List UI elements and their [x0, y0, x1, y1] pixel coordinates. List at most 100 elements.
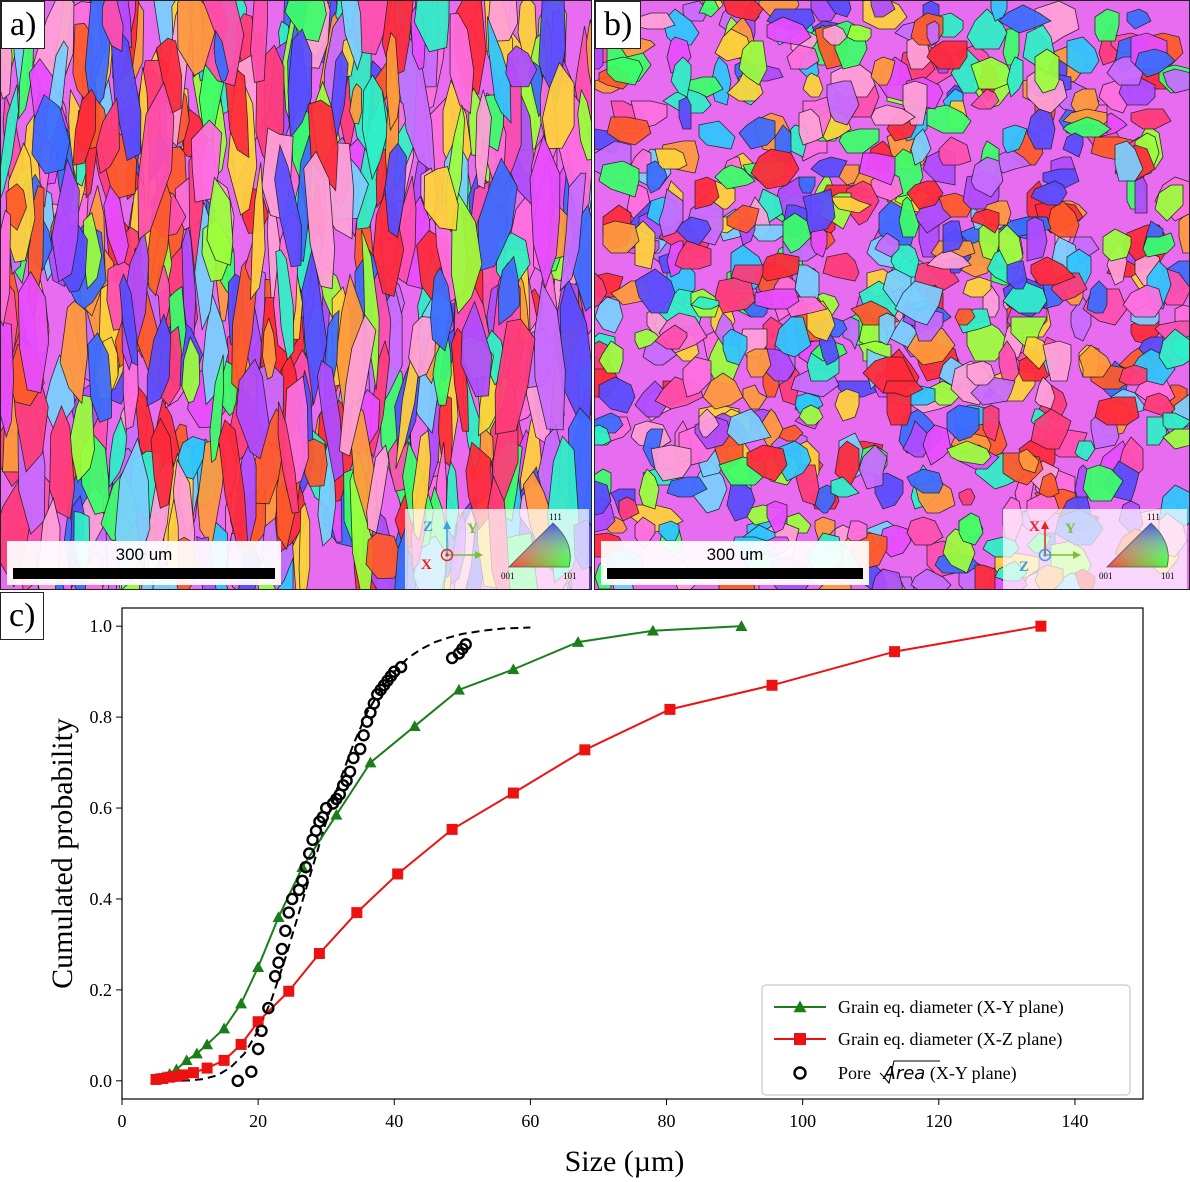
- grain: [878, 312, 896, 346]
- grain: [84, 1, 114, 115]
- data-point: [446, 823, 458, 835]
- grain: [262, 317, 277, 380]
- panel-c-label: c): [0, 592, 45, 640]
- ipf-111-label: 111: [549, 512, 562, 522]
- grain: [690, 296, 720, 310]
- x-tick-label: 140: [1061, 1111, 1088, 1131]
- grain: [1030, 256, 1076, 286]
- grain: [738, 40, 768, 86]
- grain: [598, 160, 640, 198]
- grain: [726, 480, 756, 522]
- grain: [385, 31, 401, 132]
- grain: [834, 388, 860, 422]
- axis-y-label: Y: [467, 521, 478, 537]
- grain: [798, 404, 824, 426]
- grain: [870, 56, 896, 86]
- grain: [150, 417, 174, 509]
- grain: [722, 328, 748, 366]
- data-point: [235, 997, 248, 1009]
- grain: [366, 444, 390, 534]
- grain: [802, 72, 824, 98]
- grain: [702, 372, 744, 410]
- grain: [1162, 68, 1189, 94]
- grain: [982, 404, 1000, 442]
- grain: [108, 416, 128, 489]
- grain: [602, 220, 640, 254]
- grain: [1102, 228, 1132, 262]
- grain: [778, 424, 804, 442]
- grain: [1038, 472, 1060, 498]
- data-point: [735, 620, 748, 631]
- grain: [938, 136, 972, 166]
- grain: [1078, 344, 1112, 378]
- x-tick-label: 40: [385, 1111, 403, 1131]
- grain: [958, 512, 984, 546]
- grain: [606, 56, 644, 86]
- grain: [634, 380, 668, 418]
- axis-x-label: X: [421, 557, 432, 573]
- data-point: [170, 1070, 182, 1082]
- grain: [682, 1, 708, 22]
- grain: [1006, 56, 1024, 98]
- data-point: [150, 1073, 162, 1085]
- grain: [595, 480, 612, 516]
- grain: [1062, 116, 1112, 138]
- data-point: [299, 860, 312, 874]
- data-point: [177, 1069, 189, 1081]
- grain: [541, 61, 575, 150]
- grain: [910, 568, 952, 589]
- grain: [926, 40, 968, 70]
- grain: [95, 97, 120, 175]
- grain: [1134, 176, 1148, 214]
- grain: [497, 255, 521, 326]
- grain: [666, 240, 684, 278]
- grain: [250, 162, 266, 301]
- grain: [774, 316, 812, 358]
- grain: [962, 276, 992, 298]
- scale-bar-line: [13, 568, 275, 579]
- grain: [1114, 140, 1144, 182]
- grain: [577, 88, 591, 161]
- data-point: [164, 1071, 176, 1083]
- grain: [307, 99, 339, 192]
- grain: [970, 56, 1016, 90]
- data-point: [235, 1038, 247, 1050]
- data-point: [507, 787, 519, 799]
- grain: [970, 156, 1004, 198]
- data-point: [218, 1054, 230, 1066]
- grain: [826, 1, 852, 18]
- grain: [730, 264, 764, 286]
- grain: [798, 176, 816, 194]
- grain: [1082, 464, 1124, 502]
- data-point: [252, 961, 265, 972]
- grain: [970, 208, 1000, 234]
- orientation-triad-and-ipf: Z Y X 111 001 101: [421, 512, 577, 581]
- grain: [714, 164, 756, 190]
- data-point: [201, 1038, 214, 1050]
- chart-legend: Grain eq. diameter (X-Y plane) Grain eq. …: [761, 984, 1131, 1096]
- grain: [910, 128, 932, 166]
- grain: [638, 468, 660, 510]
- cumulative-distribution-chart: 0 20 40 60 80 100 120 140 0.0 0.2 0.4 0.6 0.8 1.0 Size…: [46, 607, 1144, 1178]
- grain: [630, 148, 652, 174]
- grain: [284, 1, 327, 43]
- grain: [1118, 364, 1148, 386]
- grain: [119, 273, 139, 366]
- grain: [1094, 396, 1140, 426]
- legend-text-xy: Grain eq. diameter (X-Y plane): [838, 997, 1064, 1018]
- data-point: [646, 624, 659, 636]
- grain: [529, 134, 561, 290]
- data-point: [364, 756, 377, 768]
- data-point: [262, 1001, 275, 1015]
- grain: [533, 281, 566, 431]
- grain: [316, 360, 345, 482]
- legend-marker: [793, 1000, 807, 1013]
- grain: [766, 500, 788, 534]
- data-point: [392, 868, 404, 880]
- grain: [726, 204, 760, 234]
- grain: [72, 88, 97, 166]
- data-point: [394, 660, 408, 674]
- grain: [634, 328, 660, 350]
- ebsd-map-image: [1, 1, 591, 589]
- grain: [658, 188, 684, 238]
